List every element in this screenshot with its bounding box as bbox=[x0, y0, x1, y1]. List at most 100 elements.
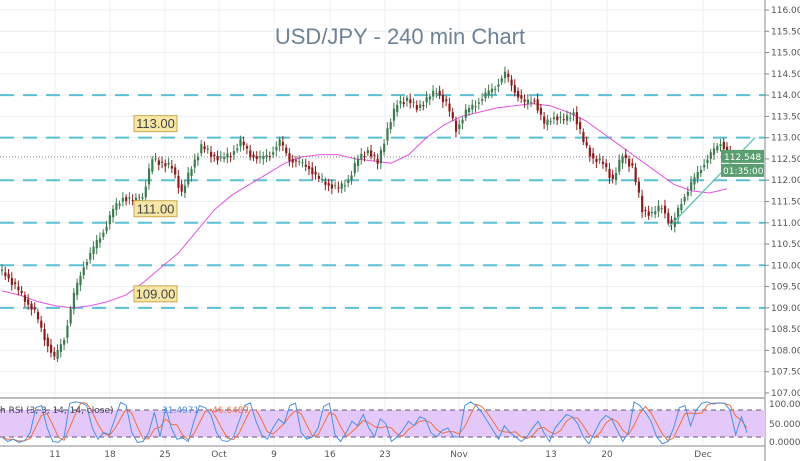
candle-body bbox=[690, 181, 693, 191]
price-tick-label: 108.500 bbox=[771, 325, 800, 335]
candle-body bbox=[441, 95, 445, 103]
candle-body bbox=[598, 158, 601, 161]
candle-body bbox=[693, 177, 696, 185]
candle-body bbox=[438, 90, 441, 96]
candle-body bbox=[304, 164, 307, 167]
time-tick-label: Oct bbox=[211, 450, 227, 460]
candle-body bbox=[174, 167, 177, 175]
candle-body bbox=[683, 196, 686, 202]
price-tick-label: 107.000 bbox=[771, 389, 800, 399]
time-tick-label: Nov bbox=[450, 450, 468, 460]
candle-body bbox=[1, 269, 4, 271]
candle-body bbox=[327, 183, 330, 186]
candle-body bbox=[628, 158, 631, 167]
candle-body bbox=[72, 292, 76, 310]
indicator-label: h RSI (3, 3, 14, 14, close) bbox=[0, 406, 114, 416]
time-tick-label: 9 bbox=[271, 450, 277, 460]
time-tick-label: 18 bbox=[104, 450, 116, 460]
candle-body bbox=[79, 275, 82, 286]
candle-body bbox=[415, 105, 418, 110]
candle-body bbox=[53, 351, 56, 357]
candle-body bbox=[552, 117, 556, 120]
candle-body bbox=[559, 116, 562, 118]
price-tick-label: 116.000 bbox=[771, 6, 800, 16]
candle-body bbox=[386, 128, 389, 141]
candle-body bbox=[549, 121, 552, 123]
time-tick-label: 11 bbox=[49, 450, 60, 460]
time-tick-label: 20 bbox=[601, 450, 613, 460]
candle-body bbox=[376, 158, 379, 164]
candle-body bbox=[226, 153, 229, 158]
candle-body bbox=[490, 88, 494, 93]
indicator-tick-label: 50.0000 bbox=[769, 420, 800, 430]
candle-body bbox=[569, 117, 572, 119]
price-tick-label: 107.500 bbox=[771, 368, 800, 378]
candle-body bbox=[536, 99, 539, 111]
candle-body bbox=[258, 156, 262, 158]
candle-body bbox=[500, 78, 503, 83]
candle-body bbox=[265, 155, 268, 158]
candle-body bbox=[474, 106, 477, 108]
candle-body bbox=[275, 146, 278, 151]
candle-body bbox=[503, 71, 507, 79]
candle-body bbox=[396, 104, 399, 113]
candle-body bbox=[402, 102, 405, 105]
candle-body bbox=[108, 215, 111, 225]
candle-body bbox=[89, 253, 92, 260]
candle-body bbox=[464, 109, 467, 118]
candle-body bbox=[601, 161, 605, 165]
candle-body bbox=[641, 195, 644, 213]
candle-body bbox=[621, 156, 624, 164]
candle-body bbox=[663, 205, 667, 214]
last-price-tag bbox=[721, 149, 764, 163]
candle-body bbox=[670, 219, 673, 225]
candle-body bbox=[268, 156, 271, 158]
candle-body bbox=[343, 185, 347, 187]
price-axis[interactable]: 116.000 115.500 115.000 114.500 114.000 113.5… bbox=[721, 0, 800, 461]
candle-body bbox=[471, 104, 474, 110]
price-tick-label: 112.500 bbox=[771, 155, 800, 165]
candle-body bbox=[458, 124, 461, 130]
candle-body bbox=[644, 209, 647, 212]
candle-body bbox=[46, 337, 49, 347]
candle-body bbox=[239, 139, 242, 147]
candle-body bbox=[637, 181, 641, 193]
candle-body bbox=[588, 147, 592, 157]
price-tick-label: 115.500 bbox=[771, 27, 800, 37]
candle-body bbox=[565, 115, 569, 121]
moving-average bbox=[1, 103, 728, 309]
candle-body bbox=[134, 197, 138, 202]
candle-body bbox=[360, 153, 363, 159]
candle-body bbox=[389, 122, 392, 130]
countdown-value: 01:35:00 bbox=[723, 167, 764, 177]
indicator-tick-label: 100.0000 bbox=[769, 400, 800, 410]
candle-body bbox=[608, 168, 611, 178]
candle-body bbox=[183, 185, 187, 193]
candle-body bbox=[454, 120, 458, 132]
candle-body bbox=[572, 112, 575, 115]
candle-body bbox=[4, 272, 7, 277]
candle-body bbox=[98, 238, 102, 243]
candle-body bbox=[497, 84, 500, 87]
candle-body bbox=[379, 150, 383, 164]
candle-body bbox=[370, 150, 373, 157]
candle-body bbox=[294, 160, 298, 162]
candle-body bbox=[673, 217, 676, 228]
candle-body bbox=[575, 112, 578, 125]
level-label-box bbox=[133, 200, 178, 218]
candle-body bbox=[677, 207, 680, 219]
candle-body bbox=[66, 325, 69, 338]
candle-body bbox=[298, 161, 301, 163]
price-tick-label: 110.000 bbox=[771, 261, 800, 271]
price-tick-label: 109.500 bbox=[771, 283, 800, 293]
candle-body bbox=[647, 211, 650, 216]
candle-body bbox=[556, 116, 559, 121]
candle-body bbox=[131, 200, 134, 202]
time-axis[interactable]: 11 18 25 Oct 9 16 23 Nov 13 20 Dec bbox=[0, 445, 765, 460]
candle-body bbox=[546, 119, 549, 125]
candle-body bbox=[579, 122, 582, 129]
candle-body bbox=[686, 191, 690, 196]
candle-body bbox=[654, 211, 657, 215]
candle-body bbox=[59, 344, 62, 352]
moving-average-line bbox=[1, 103, 728, 309]
